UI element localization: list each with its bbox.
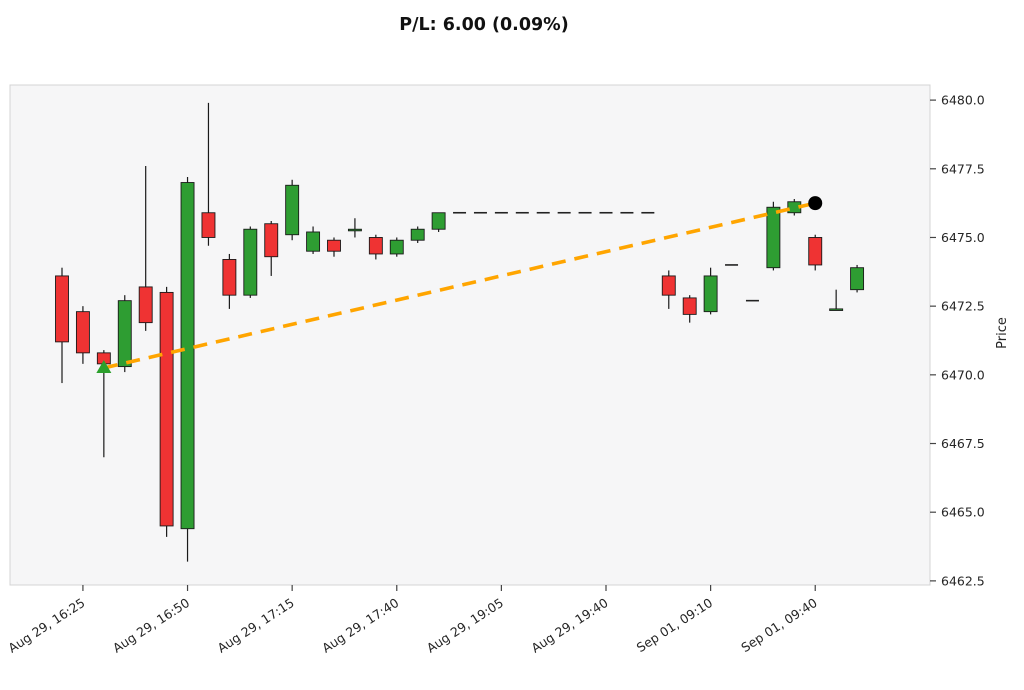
- candlestick-down: [55, 275, 69, 343]
- candlestick-down: [222, 259, 237, 296]
- x-axis-tick-label: Aug 29, 19:40: [528, 595, 610, 656]
- x-axis-tick-label: Aug 29, 17:40: [319, 595, 401, 656]
- x-axis-tick-label: Aug 29, 16:25: [5, 595, 87, 656]
- x-axis-tick-label: Aug 29, 19:05: [424, 595, 506, 656]
- x-axis-tick-label: Sep 01, 09:10: [634, 595, 716, 655]
- candlestick-down: [327, 239, 341, 252]
- y-axis-tick-label: 6470.0: [941, 367, 985, 382]
- candlestick-up: [829, 308, 844, 311]
- candlestick-up: [180, 182, 195, 530]
- candlestick-down: [661, 275, 676, 296]
- plot-area: [9, 84, 931, 586]
- candlestick-down: [75, 311, 90, 354]
- candlestick-up: [347, 228, 362, 232]
- price-axis-label: Price: [995, 317, 1010, 349]
- candlestick-up: [389, 239, 404, 255]
- candlestick-down: [201, 212, 216, 238]
- candlestick-up: [306, 231, 321, 252]
- y-axis-tick-label: 6465.0: [941, 505, 985, 520]
- candlestick-down: [264, 223, 279, 258]
- entry-marker: [96, 359, 112, 373]
- candlestick-up: [850, 267, 865, 291]
- chart-title: P/L: 6.00 (0.09%): [399, 15, 568, 35]
- y-axis-tick-label: 6480.0: [941, 93, 985, 108]
- y-axis-tick-label: 6475.0: [941, 230, 985, 245]
- y-axis-tick-label: 6477.5: [941, 161, 985, 176]
- candlestick-up: [703, 275, 718, 313]
- y-axis-tick-label: 6462.5: [941, 573, 985, 588]
- y-axis-tick-label: 6467.5: [941, 436, 985, 451]
- y-axis-tick-label: 6472.5: [941, 299, 985, 314]
- candlestick-up: [766, 206, 781, 269]
- candlestick-down: [368, 237, 383, 255]
- x-axis-tick-label: Aug 29, 17:15: [215, 595, 297, 656]
- candlestick-up: [431, 212, 446, 230]
- exit-marker: [808, 196, 823, 211]
- candlestick-down: [682, 297, 697, 315]
- candlestick-up: [243, 228, 258, 296]
- candlestick-up: [410, 228, 425, 241]
- plot-layer: 6480.0 6477.5 6475.0 6472.5 6470.0 6467.5 6465…: [5, 84, 985, 656]
- candlestick-down: [808, 237, 823, 266]
- x-axis-tick-label: Sep 01, 09:40: [738, 595, 820, 655]
- candlestick-down: [138, 286, 153, 324]
- x-axis-tick-label: Aug 29, 16:50: [110, 595, 192, 656]
- candlestick-up: [285, 184, 300, 236]
- candlestick-up: [117, 300, 132, 368]
- candlestick-down: [159, 291, 174, 527]
- trade-line: [103, 201, 816, 370]
